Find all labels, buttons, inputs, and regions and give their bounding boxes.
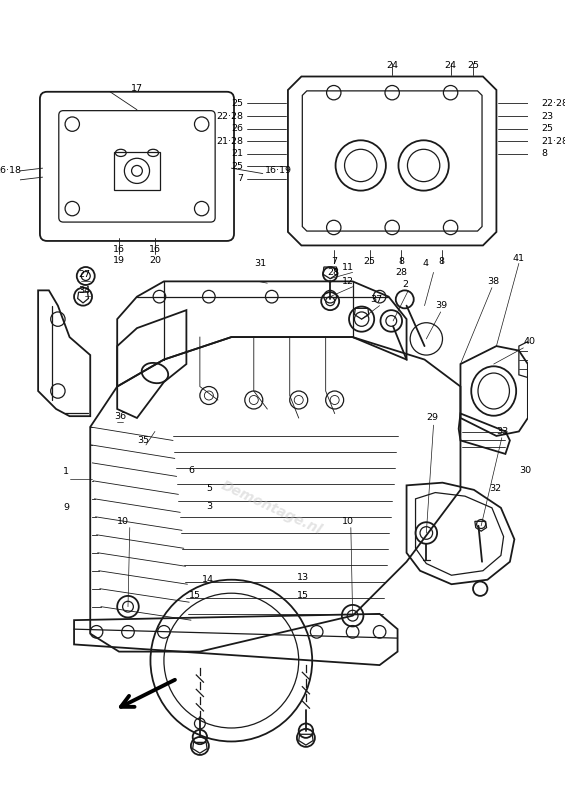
- Text: 4: 4: [423, 259, 429, 268]
- Text: 2: 2: [402, 281, 408, 290]
- Text: 21: 21: [231, 150, 243, 158]
- Text: 29: 29: [427, 414, 438, 422]
- Text: 28: 28: [395, 268, 407, 277]
- Text: 30: 30: [519, 466, 531, 474]
- Text: 14: 14: [202, 575, 214, 584]
- Text: 7: 7: [237, 174, 243, 183]
- Text: 40: 40: [523, 337, 536, 346]
- Text: 35: 35: [137, 436, 149, 445]
- Text: 27: 27: [79, 270, 90, 278]
- Text: 16: 16: [149, 246, 161, 254]
- Text: 11: 11: [342, 262, 354, 271]
- Text: 16: 16: [113, 246, 125, 254]
- Text: 3: 3: [206, 502, 212, 510]
- Text: 10: 10: [117, 517, 129, 526]
- Text: 25: 25: [231, 162, 243, 171]
- Text: 7: 7: [331, 257, 337, 266]
- Text: 37: 37: [371, 295, 383, 304]
- Text: 25: 25: [364, 257, 376, 266]
- Text: 41: 41: [512, 254, 524, 262]
- Text: 36: 36: [115, 412, 127, 421]
- Text: 31: 31: [254, 259, 266, 268]
- Text: 10: 10: [342, 517, 354, 526]
- Text: Demontage.nl: Demontage.nl: [219, 478, 324, 538]
- Text: 32: 32: [489, 483, 501, 493]
- Text: 16·18: 16·18: [0, 166, 22, 175]
- Text: 25: 25: [231, 99, 243, 108]
- Text: 21·28: 21·28: [541, 137, 565, 146]
- Text: 19: 19: [113, 256, 125, 266]
- Text: 16·19: 16·19: [264, 166, 292, 175]
- Text: 13: 13: [297, 574, 309, 582]
- Text: 12: 12: [342, 277, 354, 286]
- Text: 22·28: 22·28: [541, 99, 565, 108]
- Bar: [114, 152, 160, 190]
- Text: 22·28: 22·28: [216, 111, 243, 121]
- Text: 6: 6: [188, 466, 194, 474]
- Text: 15: 15: [297, 591, 309, 600]
- Text: 39: 39: [435, 301, 447, 310]
- Text: 8: 8: [541, 150, 547, 158]
- Text: 34: 34: [79, 286, 90, 295]
- Text: 25: 25: [541, 124, 553, 133]
- Text: 8: 8: [438, 257, 445, 266]
- Text: 25: 25: [467, 62, 479, 70]
- Text: 28: 28: [328, 268, 340, 277]
- Text: 38: 38: [488, 277, 499, 286]
- Text: 26: 26: [231, 124, 243, 133]
- Text: 17: 17: [131, 84, 143, 93]
- Text: 9: 9: [63, 503, 69, 512]
- Text: 23: 23: [541, 111, 554, 121]
- Text: 20: 20: [149, 256, 161, 266]
- Text: 21·28: 21·28: [216, 137, 243, 146]
- Text: 1: 1: [63, 467, 69, 476]
- Text: 5: 5: [206, 483, 212, 493]
- Text: 15: 15: [189, 591, 201, 600]
- Text: 24: 24: [386, 62, 398, 70]
- Text: 33: 33: [497, 427, 508, 436]
- Text: 24: 24: [445, 62, 457, 70]
- Text: 8: 8: [398, 257, 404, 266]
